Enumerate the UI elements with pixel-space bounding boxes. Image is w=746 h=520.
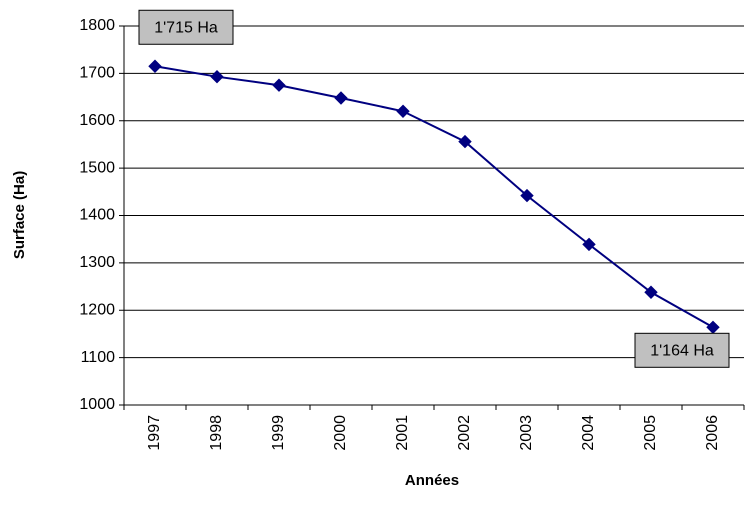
y-tick-label: 1200 xyxy=(79,301,115,318)
data-label-box xyxy=(138,9,234,45)
y-tick-label: 1300 xyxy=(79,254,115,271)
x-tick-label: 2000 xyxy=(332,415,349,451)
y-tick-label: 1000 xyxy=(79,396,115,413)
y-tick-label: 1400 xyxy=(79,207,115,224)
data-label-text: 1'715 Ha xyxy=(154,19,218,36)
data-label: 1'715 Ha xyxy=(138,9,234,45)
y-tick-label: 1100 xyxy=(81,349,116,366)
point-marker xyxy=(334,91,348,105)
point-marker xyxy=(272,78,286,92)
x-tick-label: 2002 xyxy=(456,415,473,451)
x-tick-label: 2001 xyxy=(394,415,411,451)
data-label-box xyxy=(634,332,730,368)
y-axis-title: Surface (Ha) xyxy=(11,171,28,259)
point-marker xyxy=(706,320,720,335)
x-tick-label: 1998 xyxy=(208,415,225,451)
data-label: 1'164 Ha xyxy=(634,332,730,368)
point-marker xyxy=(644,285,658,299)
point-marker xyxy=(458,134,472,149)
x-tick-label: 2004 xyxy=(580,415,597,451)
point-marker xyxy=(148,59,162,73)
x-tick-label: 2006 xyxy=(704,415,721,451)
x-tick-label: 1997 xyxy=(146,415,163,451)
y-tick-label: 1600 xyxy=(79,112,115,129)
point-marker xyxy=(210,69,224,84)
point-marker xyxy=(396,104,410,118)
point-marker xyxy=(520,188,534,203)
x-axis-title: Années xyxy=(405,472,459,489)
point-marker xyxy=(582,237,596,252)
data-label-text: 1'164 Ha xyxy=(650,343,714,360)
x-tick-label: 2005 xyxy=(642,415,659,451)
series-line xyxy=(154,65,714,329)
y-tick-label: 1700 xyxy=(79,65,115,82)
y-tick-label: 1800 xyxy=(79,17,115,34)
x-tick-label: 1999 xyxy=(270,415,287,451)
y-tick-label: 1500 xyxy=(79,159,115,176)
x-tick-label: 2003 xyxy=(518,415,535,451)
